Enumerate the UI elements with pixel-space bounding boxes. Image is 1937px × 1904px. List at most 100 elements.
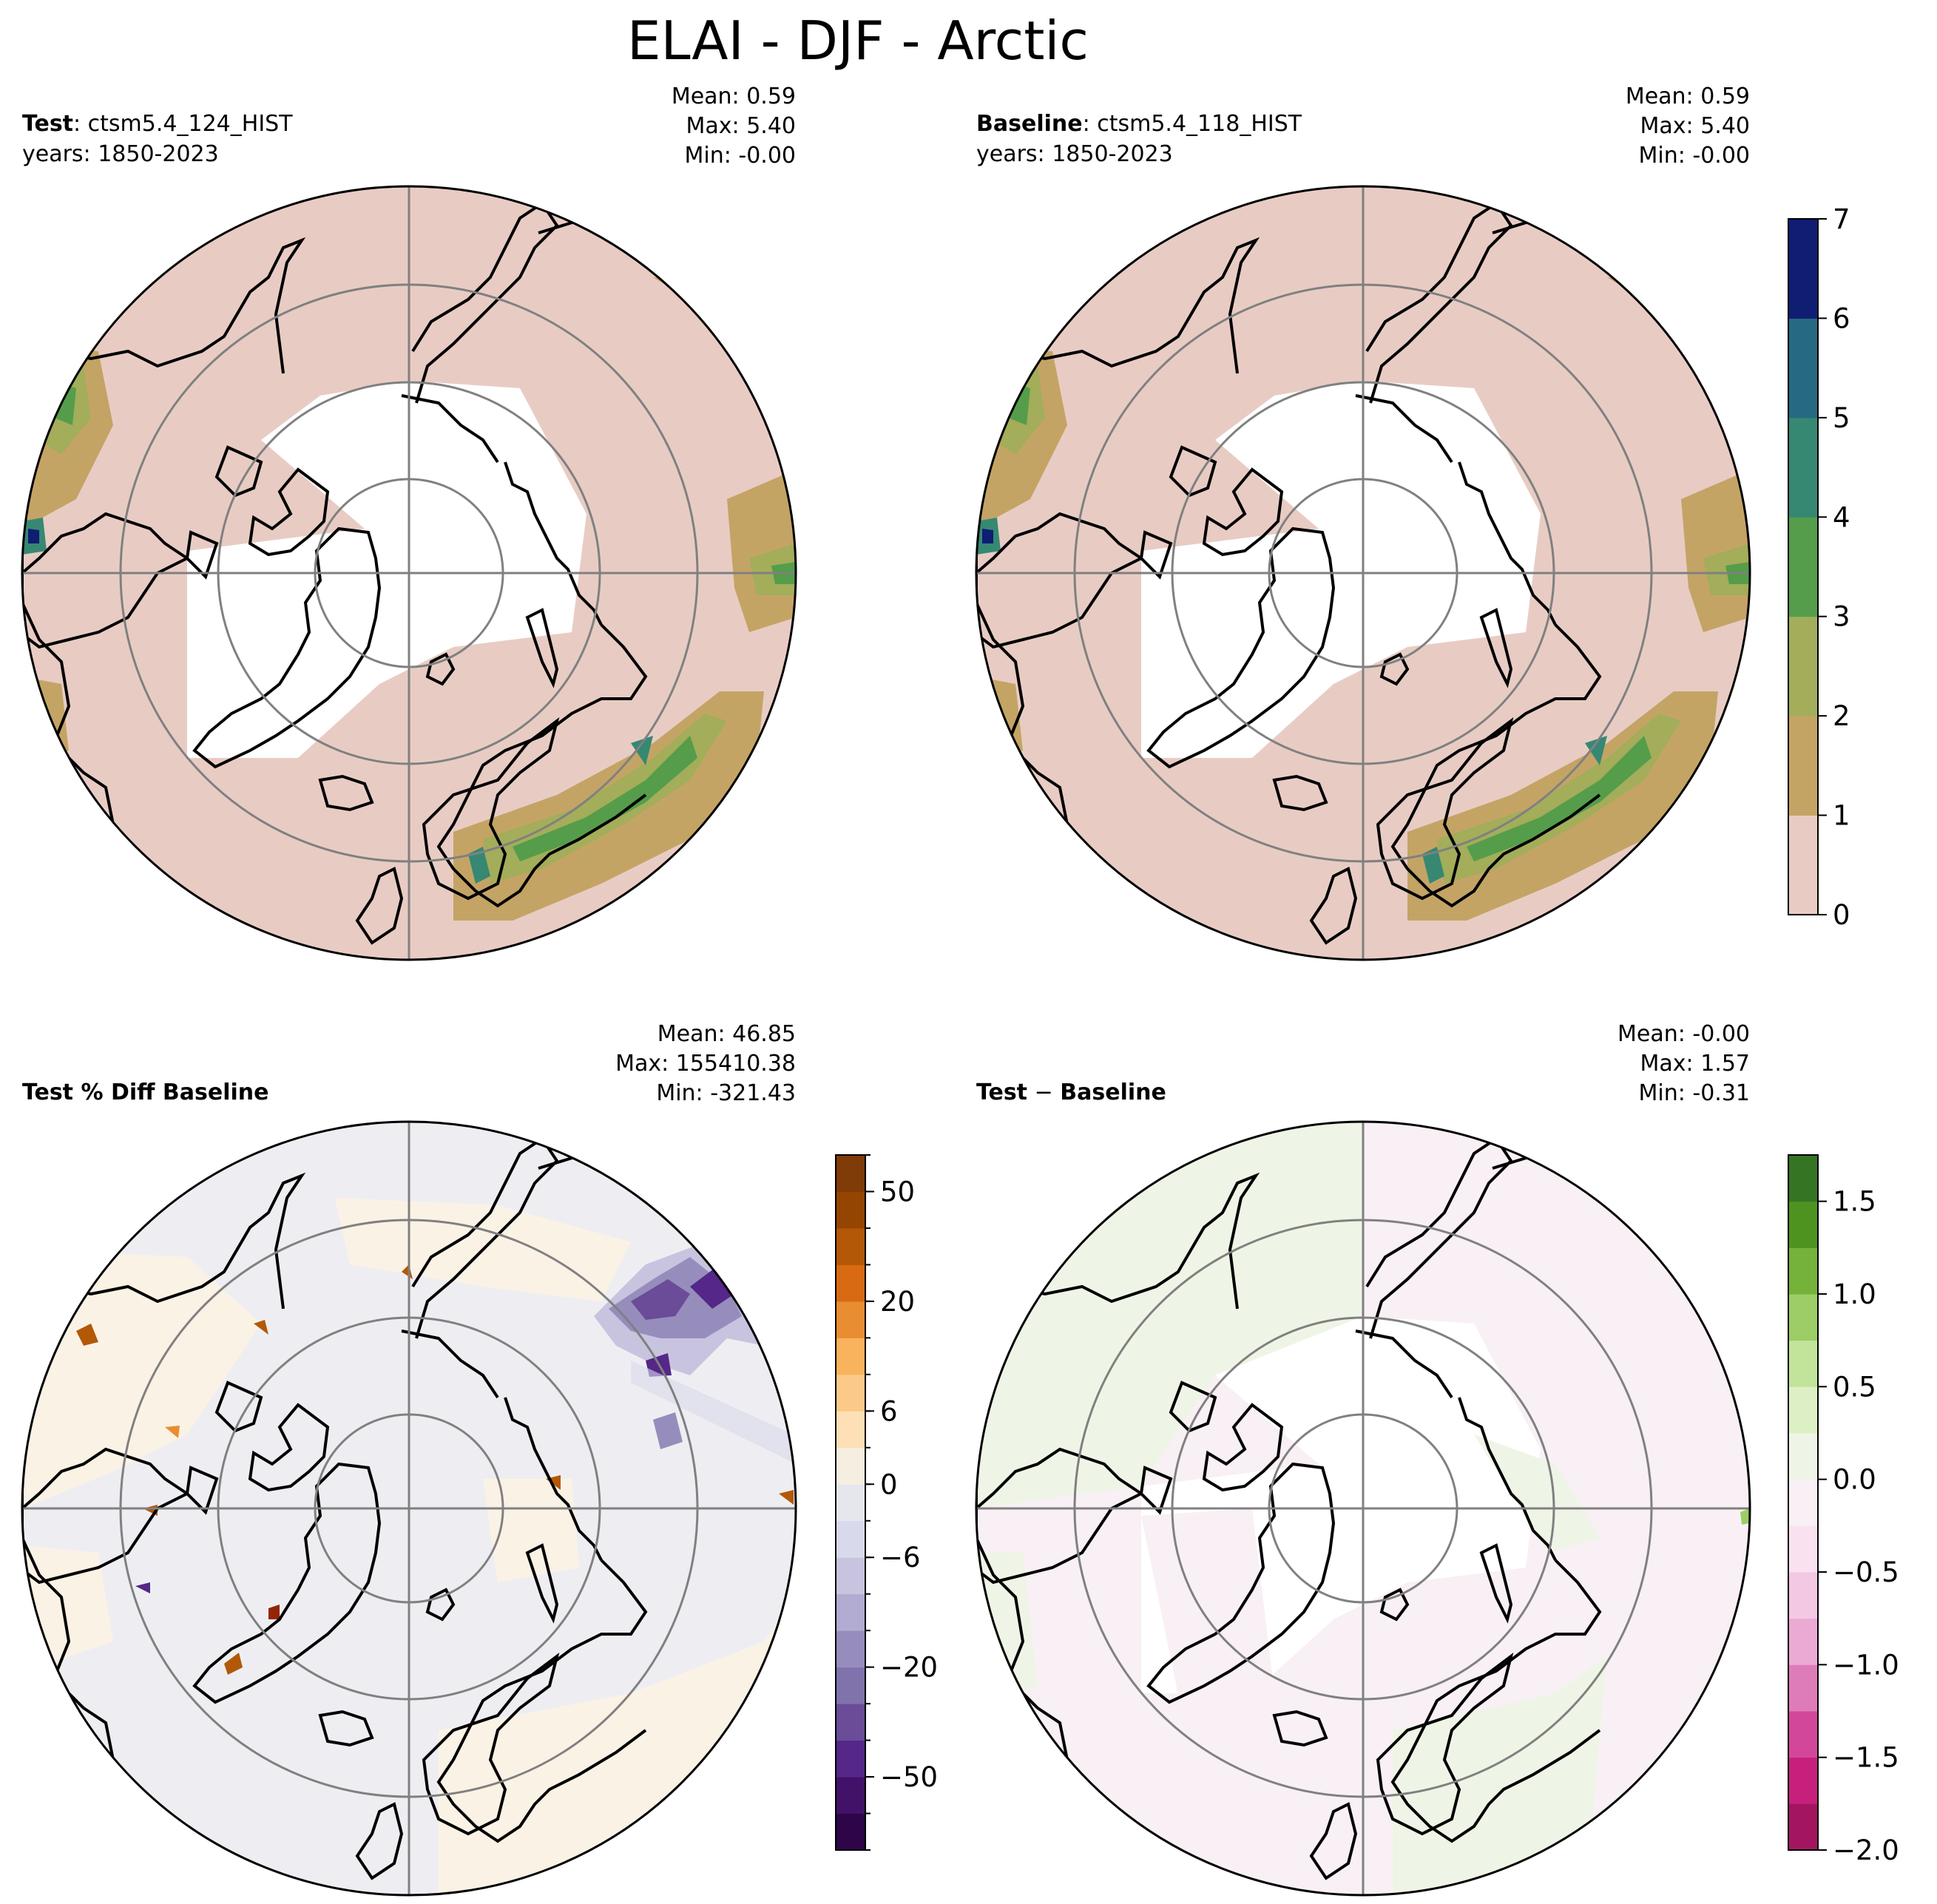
diff-colorbar-band <box>1788 1618 1818 1665</box>
diff-colorbar-tick-label: −0.5 <box>1833 1556 1899 1588</box>
pctdiff-colorbar-tick-label: −50 <box>880 1761 938 1793</box>
diff-colorbar-band <box>1788 1155 1818 1202</box>
elai-colorbar-frame <box>1788 218 1819 915</box>
panel-pctdiff-label: Test % Diff Baseline <box>22 1080 269 1105</box>
diff-colorbar-band <box>1788 1247 1818 1295</box>
elai-colorbar-tick-label: 6 <box>1833 302 1850 334</box>
panel-test-years: years: 1850-2023 <box>22 141 219 167</box>
panel-pctdiff-stat-mean: Mean: 46.85 <box>658 1021 796 1047</box>
diff-colorbar-band <box>1788 1664 1818 1712</box>
diff-colorbar-band <box>1788 1711 1818 1758</box>
pctdiff-colorbar-band <box>836 1813 865 1851</box>
panel-baseline-stat-mean: Mean: 0.59 <box>1626 84 1750 109</box>
diff-colorbar-band <box>1788 1479 1818 1526</box>
elai-colorbar-tick-label: 5 <box>1833 402 1850 434</box>
elai-colorbar-band <box>1788 318 1818 419</box>
panel-diff-boundary <box>975 1120 1751 1897</box>
panel-diff-stat-max: Max: 1.57 <box>1640 1051 1750 1077</box>
panel-test-map <box>22 186 796 960</box>
pctdiff-colorbar-tick-label: 0 <box>880 1468 898 1500</box>
panel-test-label: Test: ctsm5.4_124_HIST <box>22 111 293 137</box>
pctdiff-colorbar-band <box>836 1740 865 1778</box>
diff-colorbar-tick-label: −1.5 <box>1833 1742 1899 1774</box>
pctdiff-colorbar-band <box>836 1155 865 1192</box>
pctdiff-colorbar-tick-label: 6 <box>880 1395 898 1427</box>
diff-colorbar-band <box>1788 1201 1818 1248</box>
panel-test-stat-max: Max: 5.40 <box>686 113 796 139</box>
panel-baseline: Baseline: ctsm5.4_118_HIST years: 1850-2… <box>975 84 1751 961</box>
figure-title: ELAI - DJF - Arctic <box>627 10 1089 72</box>
panel-diff-map <box>976 1122 1750 1895</box>
diff-colorbar-tick-label: −2.0 <box>1833 1834 1899 1866</box>
pctdiff-colorbar-band <box>836 1520 865 1558</box>
diff-colorbar-band <box>1788 1572 1818 1619</box>
panel-pctdiff-stat-min: Min: -321.43 <box>656 1080 796 1106</box>
panel-test: Test: ctsm5.4_124_HIST years: 1850-2023 … <box>21 84 797 961</box>
panel-test-stat-mean: Mean: 0.59 <box>672 84 796 109</box>
elai-colorbar-band <box>1788 219 1818 319</box>
panel-baseline-label: Baseline: ctsm5.4_118_HIST <box>976 111 1302 137</box>
panel-pctdiff-map <box>22 1122 796 1895</box>
diff-colorbar-band <box>1788 1386 1818 1434</box>
panel-baseline-map <box>976 186 1750 960</box>
panel-diff: Test − Baseline Mean: -0.00 Max: 1.57 Mi… <box>975 1021 1751 1897</box>
diff-colorbar-band <box>1788 1294 1818 1341</box>
diff-colorbar-tick-label: 0.0 <box>1833 1464 1876 1496</box>
elai-colorbar-tick-label: 4 <box>1833 501 1850 533</box>
elai-colorbar-band <box>1788 815 1818 915</box>
diff-colorbar-band <box>1788 1433 1818 1480</box>
pctdiff-colorbar-band <box>836 1777 865 1815</box>
pctdiff-colorbar-band <box>836 1704 865 1741</box>
colorbar-pctdiff: −50 −20 −6 0 6 20 50 <box>835 1154 938 1851</box>
panel-pctdiff-boundary <box>21 1120 797 1897</box>
elai-colorbar-tick-label: 0 <box>1833 899 1850 931</box>
elai-colorbar-band <box>1788 616 1818 716</box>
pctdiff-colorbar-frame <box>835 1154 866 1851</box>
pctdiff-colorbar-tick-label: 20 <box>880 1286 915 1318</box>
pctdiff-colorbar-band <box>836 1338 865 1375</box>
panel-baseline-years: years: 1850-2023 <box>976 141 1173 167</box>
panel-pctdiff-stat-max: Max: 155410.38 <box>615 1051 796 1077</box>
diff-colorbar-tick-label: 1.0 <box>1833 1278 1876 1310</box>
panel-test-boundary <box>21 185 797 961</box>
pctdiff-colorbar-band <box>836 1264 865 1302</box>
elai-colorbar-tick-label: 1 <box>1833 800 1850 832</box>
elai-colorbar-band <box>1788 517 1818 617</box>
pctdiff-colorbar-band <box>836 1411 865 1449</box>
panel-baseline-stat-max: Max: 5.40 <box>1640 113 1750 139</box>
panel-diff-stat-min: Min: -0.31 <box>1639 1080 1751 1106</box>
elai-colorbar-tick-label: 3 <box>1833 601 1850 633</box>
colorbar-elai: 0 1 2 3 4 5 6 7 <box>1788 203 1850 931</box>
pctdiff-colorbar-band <box>836 1667 865 1704</box>
pctdiff-colorbar-band <box>836 1447 865 1485</box>
pctdiff-colorbar-band <box>836 1227 865 1265</box>
pctdiff-colorbar-tick-label: −20 <box>880 1652 938 1684</box>
pctdiff-colorbar-band <box>836 1301 865 1338</box>
panel-baseline-stat-min: Min: -0.00 <box>1639 143 1751 169</box>
pctdiff-colorbar-band <box>836 1484 865 1522</box>
panel-diff-label: Test − Baseline <box>976 1080 1166 1105</box>
pctdiff-colorbar-band <box>836 1191 865 1229</box>
panel-diff-stat-mean: Mean: -0.00 <box>1617 1021 1750 1047</box>
diff-colorbar-band <box>1788 1803 1818 1851</box>
elai-colorbar-band <box>1788 716 1818 816</box>
panel-pctdiff: Test % Diff Baseline Mean: 46.85 Max: 15… <box>21 1021 797 1897</box>
panel-test-stat-min: Min: -0.00 <box>685 143 797 169</box>
diff-colorbar-tick-label: 0.5 <box>1833 1371 1876 1403</box>
pctdiff-colorbar-tick-label: −6 <box>880 1542 921 1573</box>
elai-colorbar-band <box>1788 417 1818 518</box>
diff-colorbar-band <box>1788 1757 1818 1804</box>
pctdiff-colorbar-band <box>836 1593 865 1631</box>
pctdiff-colorbar-tick-label: 50 <box>880 1176 915 1207</box>
diff-colorbar-band <box>1788 1525 1818 1573</box>
colorbar-diff: −2.0 −1.5 −1.0 −0.5 0.0 0.5 1.0 1.5 <box>1788 1154 1899 1866</box>
diff-colorbar-band <box>1788 1340 1818 1387</box>
diff-colorbar-frame <box>1788 1154 1819 1851</box>
pctdiff-colorbar-band <box>836 1630 865 1668</box>
diff-colorbar-tick-label: −1.0 <box>1833 1649 1899 1681</box>
elai-colorbar-tick-label: 7 <box>1833 203 1850 235</box>
pctdiff-colorbar-band <box>836 1557 865 1595</box>
panel-baseline-boundary <box>975 185 1751 961</box>
diff-colorbar-tick-label: 1.5 <box>1833 1186 1876 1218</box>
